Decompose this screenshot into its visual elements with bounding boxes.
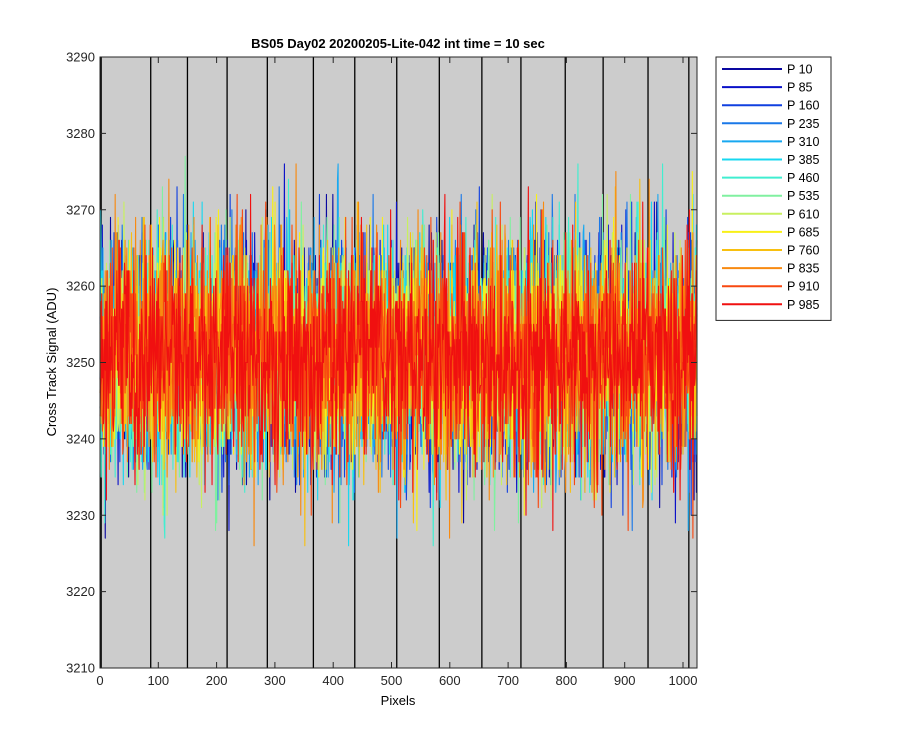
legend-label-p-535: P 535	[787, 189, 819, 203]
legend-label-p-760: P 760	[787, 244, 819, 258]
y-axis-label: Cross Track Signal (ADU)	[44, 288, 59, 437]
legend-label-p-310: P 310	[787, 135, 819, 149]
x-tick-label: 1000	[669, 673, 698, 688]
y-tick-label: 3270	[66, 202, 95, 217]
legend-label-p-235: P 235	[787, 117, 819, 131]
legend-label-p-460: P 460	[787, 171, 819, 185]
legend-label-p-10: P 10	[787, 63, 813, 77]
legend-label-p-685: P 685	[787, 225, 819, 239]
chart-title: BS05 Day02 20200205-Lite-042 int time = …	[251, 36, 545, 51]
y-tick-label: 3290	[66, 50, 95, 65]
x-tick-label: 200	[206, 673, 228, 688]
y-tick-label: 3280	[66, 126, 95, 141]
x-tick-label: 0	[96, 673, 103, 688]
legend-label-p-835: P 835	[787, 262, 819, 276]
legend-label-p-85: P 85	[787, 81, 813, 95]
legend-label-p-385: P 385	[787, 153, 819, 167]
legend-label-p-910: P 910	[787, 280, 819, 294]
axes: 0 100 200 300 400 500 600 700 800 900 1000 3210 3220…	[66, 50, 698, 688]
legend-box	[715, 56, 832, 321]
y-tick-label: 3210	[66, 661, 95, 676]
y-tick-label: 3250	[66, 355, 95, 370]
legend-label-p-985: P 985	[787, 298, 819, 312]
y-tick-label: 3230	[66, 508, 95, 523]
x-tick-label: 800	[556, 673, 578, 688]
y-tick-label: 3240	[66, 431, 95, 446]
series-lines	[99, 155, 698, 547]
x-tick-label: 600	[439, 673, 461, 688]
x-tick-label: 400	[322, 673, 344, 688]
x-tick-label: 300	[264, 673, 286, 688]
x-tick-label: 100	[147, 673, 169, 688]
legend-label-p-160: P 160	[787, 99, 819, 113]
series-line-p-985	[99, 186, 698, 532]
y-tick-label: 3220	[66, 584, 95, 599]
legend: P 10 P 85 P 160 P 235 P 310 P 385 P 460 P 535 P …	[715, 56, 832, 321]
x-tick-label: 500	[381, 673, 403, 688]
x-tick-label: 700	[497, 673, 519, 688]
y-tick-label: 3260	[66, 279, 95, 294]
legend-label-p-610: P 610	[787, 207, 819, 221]
x-axis-label: Pixels	[381, 693, 416, 708]
x-tick-label: 900	[614, 673, 636, 688]
